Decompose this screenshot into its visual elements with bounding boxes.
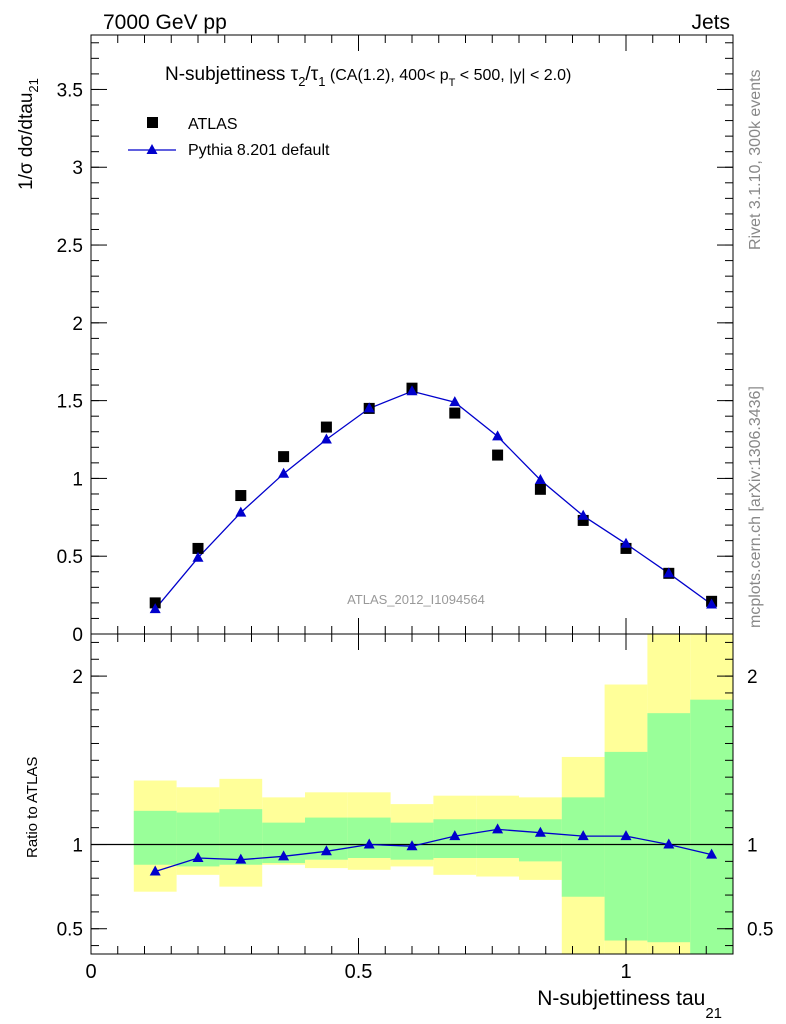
atlas-point — [492, 449, 504, 461]
main-ylabel-sub: 21 — [26, 78, 41, 92]
ratio-pythia-point — [663, 838, 675, 849]
title-tau1: τ — [311, 64, 319, 85]
pythia-point — [149, 603, 161, 614]
ratio-xlabel-text: N-subjettiness tau — [537, 987, 705, 1010]
pythia-point — [534, 473, 546, 484]
header-right: Jets — [691, 11, 730, 34]
pythia-point — [706, 598, 718, 609]
legend-atlas-marker — [147, 117, 158, 128]
atlas-point — [320, 421, 332, 433]
ratio-pythia-point — [320, 845, 332, 856]
atlas-point — [149, 597, 161, 609]
ratio-band-green — [647, 713, 691, 943]
main-ytick-label: 3.5 — [57, 80, 83, 101]
pythia-point — [192, 551, 204, 562]
main-marks — [149, 382, 718, 614]
ratio-xtick-label: 0 — [85, 961, 96, 983]
pythia-point — [278, 467, 290, 478]
ratio-pythia-point — [278, 850, 290, 861]
atlas-point — [534, 483, 546, 495]
ratio-pythia-point — [192, 852, 204, 862]
main-ytick-label: 0.5 — [57, 547, 83, 568]
atlas-point — [449, 407, 461, 419]
ratio-ytick-label-right: 2 — [747, 667, 758, 688]
ratio-bands — [133, 634, 733, 954]
ratio-band-green — [133, 810, 177, 865]
ratio-xtick-label: 1 — [620, 961, 631, 983]
pythia-point — [449, 396, 461, 407]
title-tau2: τ — [291, 64, 299, 85]
pythia-point — [492, 430, 504, 441]
title-cuts-b: < 500, |y| < 2.0) — [455, 67, 571, 84]
main-ytick-label: 2.5 — [57, 236, 83, 257]
ratio-marks — [91, 823, 733, 876]
pythia-point — [620, 537, 632, 548]
ratio-band-green — [561, 797, 605, 897]
ratio-pythia-point — [449, 830, 461, 841]
pythia-point — [363, 402, 375, 413]
ratio-band-green — [347, 817, 391, 858]
pythia-point — [663, 567, 675, 578]
watermark: ATLAS_2012_I1094564 — [347, 592, 485, 607]
atlas-point — [278, 451, 290, 463]
title-prefix: N-subjettiness — [165, 64, 291, 85]
main-ytick-label: 3 — [72, 158, 83, 179]
ratio-ytick-label: 1 — [72, 836, 83, 857]
ratio-pythia-line — [155, 828, 712, 873]
legend-pythia-marker — [146, 144, 158, 154]
main-ticks: 0 0.5 1 1.5 2 2.5 3 3.5 — [57, 35, 734, 646]
ratio-xlabel-sub: 21 — [705, 1005, 722, 1022]
main-ytick-label: 1.5 — [57, 392, 83, 413]
ratio-xlabel: N-subjettiness tau21 — [537, 987, 722, 1022]
ratio-ytick-label: 2 — [72, 667, 83, 688]
legend: ATLAS Pythia 8.201 default — [128, 116, 330, 159]
main-ylabel-text: 1/σ dσ/dtau — [16, 93, 37, 190]
ratio-xtick-label: 0.5 — [345, 961, 373, 983]
ratio-plot: 0.5 0.51 12 20 0.5 1 Ratio to ATLAS N-subjett… — [24, 633, 773, 1022]
ratio-band-green — [604, 751, 648, 941]
ratio-pythia-point — [149, 865, 161, 876]
pythia-point — [406, 385, 418, 396]
atlas-point — [192, 542, 204, 554]
ratio-ytick-label: 0.5 — [57, 920, 83, 941]
ratio-ytick-label-right: 0.5 — [747, 920, 773, 941]
ratio-pythia-point — [706, 848, 718, 859]
mcplots-label: mcplots.cern.ch [arXiv:1306.3436] — [747, 386, 764, 628]
ratio-ticks: 0.5 0.51 12 20 0.5 1 — [57, 634, 773, 983]
ratio-band-green — [690, 699, 733, 954]
pythia-point — [577, 509, 589, 520]
ratio-band-green — [519, 819, 562, 862]
pythia-line — [154, 390, 712, 610]
ratio-pythia-point — [577, 830, 589, 841]
pythia-point — [320, 433, 332, 444]
header-left: 7000 GeV pp — [103, 11, 227, 34]
ratio-ylabel: Ratio to ATLAS — [24, 757, 41, 858]
ratio-pythia-point — [406, 840, 418, 851]
ratio-ytick-label-right: 1 — [747, 836, 758, 857]
pythia-point — [235, 506, 247, 517]
title-sub1: 1 — [318, 74, 325, 89]
main-ytick-label: 1 — [72, 469, 83, 490]
title-cuts-a: (CA(1.2), 400< p — [325, 67, 448, 84]
title-sub2: 2 — [298, 74, 305, 89]
ratio-pythia-point — [363, 838, 375, 849]
atlas-point — [620, 542, 632, 554]
ratio-pythia-point — [620, 830, 632, 841]
rivet-label: Rivet 3.1.10, 300k events — [747, 69, 764, 250]
ratio-pythia-point — [534, 826, 546, 837]
title-slash: / — [305, 64, 311, 85]
main-plot: 00.511.522.533.5 N-subjettiness τ2/τ1 (C… — [16, 34, 734, 646]
legend-atlas-label: ATLAS — [188, 116, 238, 133]
main-ytick-label: 0 — [72, 625, 83, 646]
atlas-point — [577, 514, 589, 526]
ratio-pythia-point — [235, 853, 247, 864]
title-subT: T — [449, 77, 456, 89]
ratio-pythia-point — [492, 823, 504, 834]
atlas-point — [235, 490, 247, 502]
main-title: N-subjettiness τ2/τ1 (CA(1.2), 400< pT <… — [165, 64, 571, 89]
main-ylabel: 1/σ dσ/dtau21 — [16, 78, 41, 190]
main-ytick-label: 2 — [72, 314, 83, 335]
legend-pythia-label: Pythia 8.201 default — [188, 142, 330, 159]
